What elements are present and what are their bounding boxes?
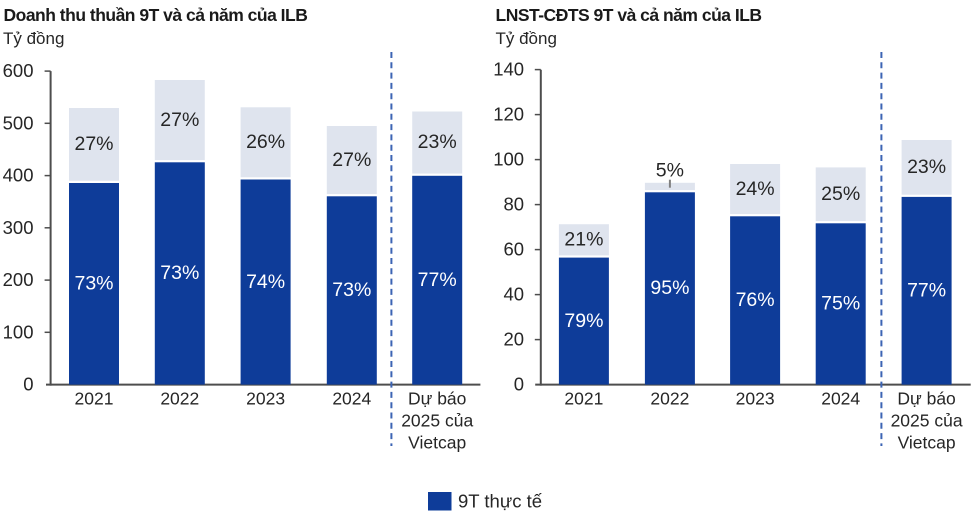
svg-text:0: 0 — [23, 374, 33, 395]
svg-text:Tỷ đồng: Tỷ đồng — [496, 29, 557, 48]
svg-text:95%: 95% — [650, 277, 689, 299]
svg-text:Tỷ đồng: Tỷ đồng — [3, 29, 64, 48]
svg-text:2021: 2021 — [564, 389, 603, 409]
svg-text:100: 100 — [3, 321, 34, 342]
svg-text:Vietcap: Vietcap — [408, 433, 466, 453]
svg-text:0: 0 — [514, 374, 524, 395]
svg-text:300: 300 — [3, 217, 34, 238]
svg-text:74%: 74% — [246, 271, 285, 293]
svg-text:400: 400 — [3, 165, 34, 186]
svg-text:24%: 24% — [736, 178, 775, 200]
svg-text:2021: 2021 — [75, 389, 114, 409]
svg-text:27%: 27% — [332, 149, 371, 171]
svg-text:60: 60 — [504, 239, 525, 260]
svg-text:Dự báo: Dự báo — [408, 389, 466, 409]
svg-text:75%: 75% — [821, 293, 860, 315]
svg-text:27%: 27% — [74, 133, 113, 155]
svg-text:80: 80 — [504, 194, 525, 215]
svg-text:120: 120 — [493, 104, 524, 125]
svg-text:2022: 2022 — [160, 389, 199, 409]
svg-text:2022: 2022 — [650, 389, 689, 409]
svg-text:9T thực tế: 9T thực tế — [458, 491, 543, 512]
svg-text:73%: 73% — [160, 262, 199, 284]
svg-text:40: 40 — [504, 284, 525, 305]
svg-text:Doanh thu thuần 9T và cả năm c: Doanh thu thuần 9T và cả năm của ILB — [4, 5, 308, 25]
svg-text:200: 200 — [3, 269, 34, 290]
svg-text:25%: 25% — [821, 183, 860, 205]
svg-text:73%: 73% — [332, 279, 371, 301]
svg-text:79%: 79% — [564, 310, 603, 332]
svg-text:23%: 23% — [907, 156, 946, 178]
svg-text:Vietcap: Vietcap — [898, 433, 956, 453]
svg-text:26%: 26% — [246, 131, 285, 153]
svg-text:LNST-CĐTS 9T và cả năm của ILB: LNST-CĐTS 9T và cả năm của ILB — [496, 5, 762, 25]
svg-text:23%: 23% — [418, 131, 457, 153]
svg-text:5%: 5% — [656, 159, 684, 181]
svg-text:2025 của: 2025 của — [401, 411, 473, 431]
svg-text:2023: 2023 — [736, 389, 775, 409]
svg-text:21%: 21% — [564, 229, 603, 251]
svg-text:Dự báo: Dự báo — [897, 389, 955, 409]
svg-text:500: 500 — [3, 112, 34, 133]
svg-text:140: 140 — [493, 59, 524, 80]
svg-text:2023: 2023 — [246, 389, 285, 409]
svg-text:76%: 76% — [736, 289, 775, 311]
svg-text:73%: 73% — [74, 273, 113, 295]
svg-text:20: 20 — [504, 329, 525, 350]
svg-text:2024: 2024 — [821, 389, 860, 409]
svg-text:2024: 2024 — [332, 389, 371, 409]
svg-text:77%: 77% — [907, 279, 946, 301]
svg-text:2025 của: 2025 của — [891, 411, 963, 431]
svg-text:600: 600 — [3, 60, 34, 81]
svg-text:100: 100 — [493, 149, 524, 170]
svg-text:27%: 27% — [160, 109, 199, 131]
svg-text:77%: 77% — [418, 269, 457, 291]
